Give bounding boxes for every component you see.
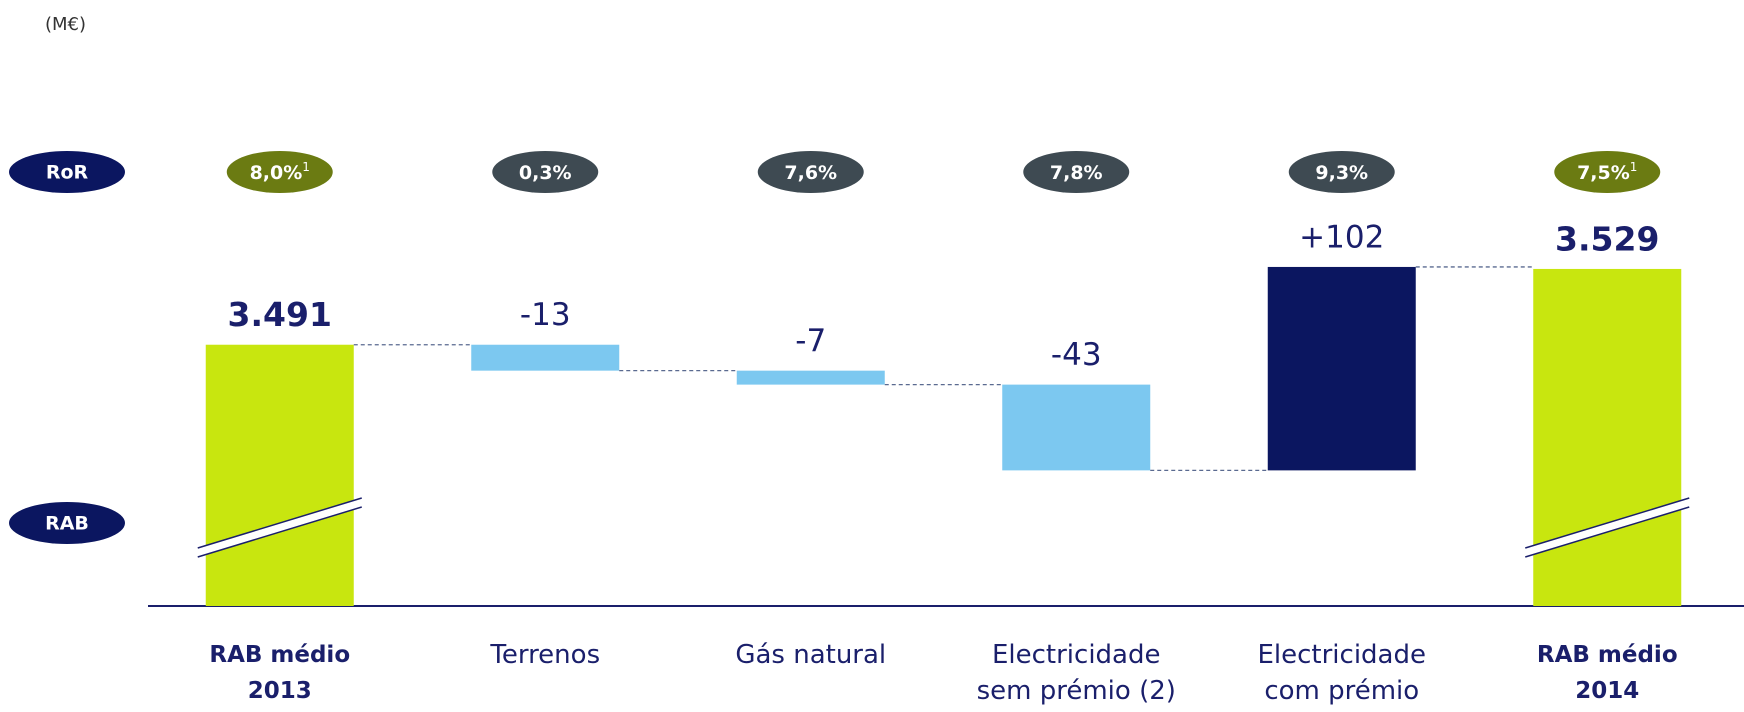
bar [736, 370, 885, 385]
axis-break-line [1525, 506, 1690, 558]
bar [205, 344, 354, 606]
ror-row-label: RoR [46, 162, 89, 184]
ror-row-pill [9, 151, 125, 193]
ror-pill [757, 151, 864, 193]
axis-break [1525, 498, 1690, 557]
ror-label: 7,8% [1050, 162, 1103, 184]
value-label: -7 [795, 323, 826, 359]
ror-pill [1023, 151, 1130, 193]
bar [1533, 268, 1682, 606]
ror-label: 7,5% [1577, 162, 1630, 184]
ror-value: 0,3% [519, 162, 572, 184]
ror-label: 0,3% [519, 162, 572, 184]
value-label: -43 [1051, 337, 1102, 373]
ror-value: 7,5%1 [1577, 160, 1637, 184]
ror-value: 8,0%1 [250, 160, 310, 184]
rab-row-label: RAB [45, 513, 89, 535]
value-label: +102 [1299, 219, 1384, 255]
x-tick-label: RAB médio 2014 [1536, 642, 1678, 704]
value-label: 3.529 [1555, 219, 1659, 258]
ror-value: 7,8% [1050, 162, 1103, 184]
x-tick-label: Gás natural [735, 640, 887, 670]
bar [1267, 266, 1416, 471]
value-label: -13 [520, 297, 571, 333]
ror-footnote: 1 [302, 160, 310, 174]
bar [1002, 384, 1151, 471]
rab-row-pill [9, 502, 125, 544]
ror-pill [1288, 151, 1395, 193]
axis-break-line [197, 497, 362, 549]
bar [471, 344, 620, 371]
ror-value: 9,3% [1315, 162, 1368, 184]
axis-break [197, 498, 362, 557]
ror-label: 7,6% [784, 162, 837, 184]
ror-label: 9,3% [1315, 162, 1368, 184]
x-tick-label: Electricidade sem prémio (2) [976, 640, 1176, 706]
ror-pill [1554, 151, 1661, 193]
ror-pill [226, 151, 333, 193]
ror-label: 8,0% [250, 162, 303, 184]
x-tick-label: Terrenos [490, 640, 601, 670]
value-label: 3.491 [228, 295, 332, 334]
x-tick-label: RAB médio 2013 [209, 642, 351, 704]
axis-break-line [1525, 497, 1690, 549]
ror-pill [492, 151, 599, 193]
axis-break-line [197, 506, 362, 558]
unit-label: (M€) [45, 14, 86, 35]
x-tick-label: Electricidade com prémio [1257, 640, 1426, 706]
ror-value: 7,6% [784, 162, 837, 184]
ror-footnote: 1 [1630, 160, 1638, 174]
